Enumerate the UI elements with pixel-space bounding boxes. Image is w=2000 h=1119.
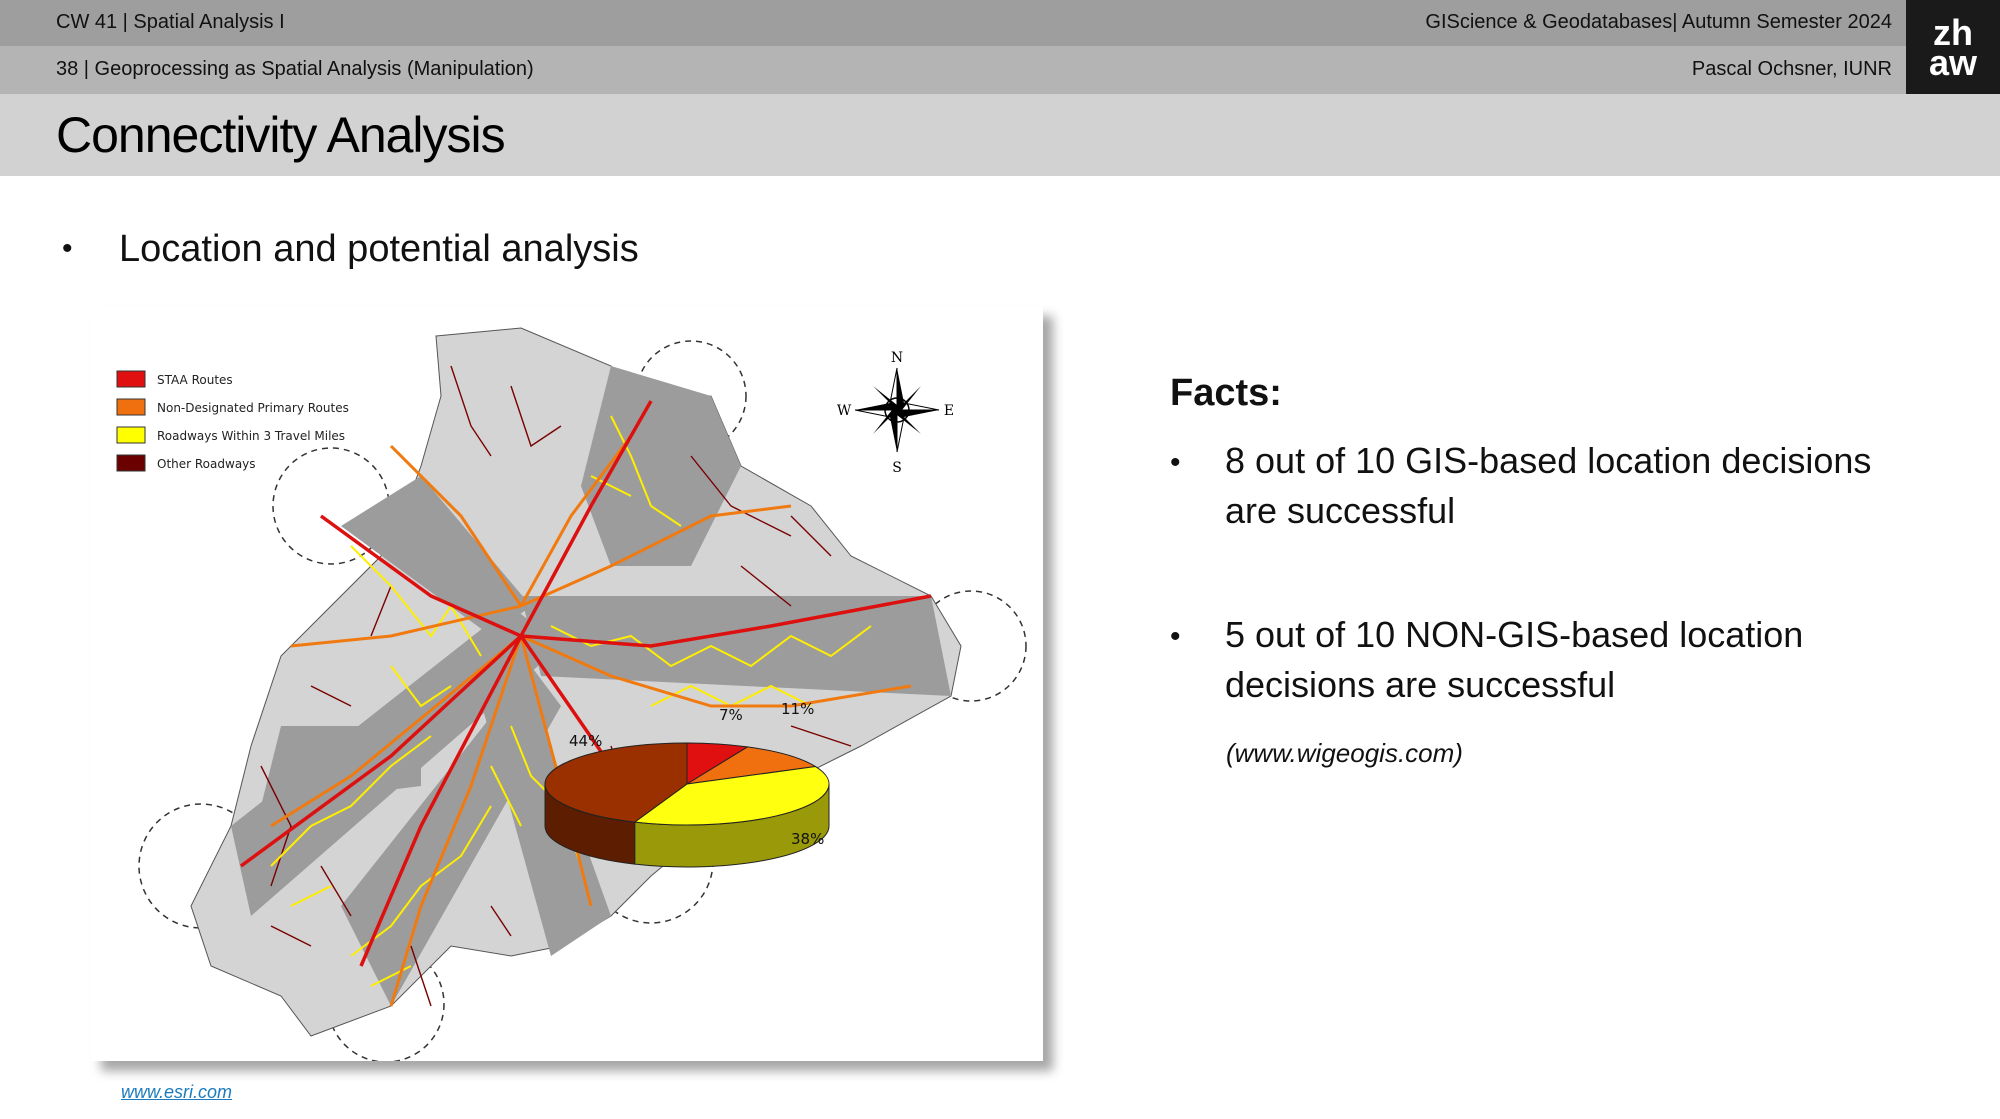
lecture-label: GIScience & Geodatabases| Autumn Semeste… <box>1425 11 1892 33</box>
legend-swatch-nearby <box>116 426 146 444</box>
pie-slice-38-label: 38% <box>791 830 824 848</box>
compass-w: W <box>837 403 852 419</box>
compass-n: N <box>891 350 903 366</box>
esri-source-link[interactable]: www.esri.com <box>121 1082 233 1102</box>
pie-slice-7-label: 7% <box>719 706 743 724</box>
bullet-icon: • <box>62 232 73 265</box>
legend-label-staa: STAA Routes <box>157 373 233 387</box>
header-second-bar <box>0 46 1906 94</box>
pie-slice-44-label: 44% <box>569 732 602 750</box>
compass-e: E <box>944 403 954 419</box>
slide-label: 38 | Geoprocessing as Spatial Analysis (… <box>56 58 534 80</box>
legend-label-nearby: Roadways Within 3 Travel Miles <box>157 429 345 443</box>
fact-item-1-line-1: 8 out of 10 GIS-based location decisions <box>1225 440 1872 481</box>
legend-swatch-staa <box>116 370 146 388</box>
pie-slice-11 <box>686 746 817 785</box>
map-figure: STAA Routes Non-Designated Primary Route… <box>91 306 1043 1061</box>
fact-bullet-icon-2: • <box>1170 620 1181 653</box>
pie-chart: 7% 11% 38% 44% <box>544 700 830 868</box>
main-bullet-text: Location and potential analysis <box>119 228 639 270</box>
fact-item-2: 5 out of 10 NON-GIS-based location decis… <box>1225 610 1803 710</box>
fact-item-2-line-1: 5 out of 10 NON-GIS-based location <box>1225 614 1804 655</box>
title-bar <box>0 94 2000 176</box>
facts-source: (www.wigeogis.com) <box>1226 738 1463 768</box>
fact-item-2-line-2: decisions are successful <box>1225 664 1616 705</box>
author-label: Pascal Ochsner, IUNR <box>1691 58 1892 80</box>
facts-title: Facts: <box>1170 372 1282 414</box>
legend-swatch-primary <box>116 398 146 416</box>
pie-slice-44 <box>544 742 688 823</box>
header-top-bar <box>0 0 1906 46</box>
fact-bullet-icon-1: • <box>1170 446 1181 479</box>
logo-top-text: zh <box>1933 12 1973 53</box>
page-title: Connectivity Analysis <box>56 107 506 163</box>
fact-item-1: 8 out of 10 GIS-based location decisions… <box>1225 436 1871 536</box>
map-legend: STAA Routes Non-Designated Primary Route… <box>116 370 349 472</box>
compass-s: S <box>892 460 902 476</box>
legend-label-other: Other Roadways <box>157 457 256 471</box>
legend-label-primary: Non-Designated Primary Routes <box>157 401 349 415</box>
legend-swatch-other <box>116 454 146 472</box>
compass-rose-icon: N S E W <box>837 350 954 476</box>
logo-bottom-text: aw <box>1928 42 1978 83</box>
course-label: CW 41 | Spatial Analysis I <box>56 11 285 33</box>
connectivity-map: STAA Routes Non-Designated Primary Route… <box>116 327 1027 1061</box>
fact-item-1-line-2: are successful <box>1225 490 1456 531</box>
zhaw-logo: zh aw <box>1906 0 2000 94</box>
pie-slice-11-label: 11% <box>781 700 814 718</box>
pie-slice-38 <box>633 766 830 826</box>
